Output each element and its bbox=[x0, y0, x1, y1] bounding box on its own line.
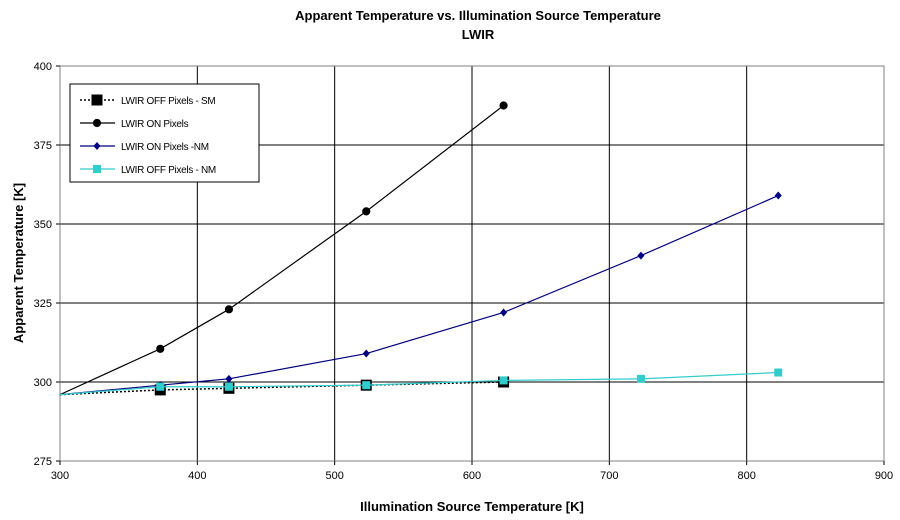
data-point bbox=[637, 251, 645, 260]
data-point bbox=[156, 344, 165, 353]
x-axis-title: Illumination Source Temperature [K] bbox=[360, 499, 584, 514]
x-tick-label: 400 bbox=[188, 470, 206, 482]
y-tick-label: 350 bbox=[34, 219, 52, 231]
series-line bbox=[59, 195, 779, 396]
x-tick-label: 900 bbox=[875, 470, 893, 482]
chart-title: Apparent Temperature vs. Illumination So… bbox=[295, 8, 661, 23]
data-point bbox=[774, 368, 783, 377]
legend-label: LWIR OFF Pixels - SM bbox=[121, 96, 215, 107]
legend-label: LWIR ON Pixels -NM bbox=[121, 142, 209, 153]
data-point bbox=[92, 118, 102, 128]
data-point bbox=[362, 381, 371, 390]
data-point bbox=[156, 382, 165, 391]
y-axis-title: Apparent Temperature [K] bbox=[11, 183, 26, 343]
x-tick-label: 700 bbox=[600, 470, 618, 482]
data-point bbox=[224, 305, 234, 314]
data-point bbox=[774, 191, 782, 200]
data-point bbox=[224, 382, 233, 391]
chart-subtitle: LWIR bbox=[462, 27, 495, 42]
data-point bbox=[500, 308, 508, 317]
y-axis-ticks: 275 300 325 350 375 400 bbox=[34, 61, 60, 468]
x-tick-label: 500 bbox=[325, 470, 343, 482]
data-point bbox=[499, 101, 508, 110]
data-point bbox=[499, 376, 508, 385]
legend-label: LWIR ON Pixels bbox=[121, 119, 189, 130]
series-line bbox=[59, 371, 779, 396]
data-point bbox=[93, 142, 101, 150]
y-tick-label: 400 bbox=[34, 61, 52, 73]
y-tick-label: 325 bbox=[34, 298, 52, 310]
x-axis-ticks: 300 400 500 600 700 800 900 bbox=[51, 461, 893, 482]
y-tick-label: 275 bbox=[34, 456, 52, 468]
data-point bbox=[362, 349, 370, 358]
y-tick-label: 300 bbox=[34, 377, 52, 389]
data-point bbox=[225, 374, 233, 383]
data-point bbox=[362, 207, 371, 216]
legend-label: LWIR OFF Pixels - NM bbox=[121, 165, 216, 176]
data-point bbox=[93, 165, 101, 173]
series-layer bbox=[59, 101, 783, 396]
x-tick-label: 300 bbox=[51, 470, 69, 482]
x-tick-label: 600 bbox=[463, 470, 481, 482]
legend: LWIR OFF Pixels - SM LWIR ON Pixels LWIR O… bbox=[69, 83, 260, 183]
data-point bbox=[636, 374, 645, 383]
data-point bbox=[91, 94, 103, 106]
y-tick-label: 375 bbox=[34, 140, 52, 152]
x-tick-label: 800 bbox=[737, 470, 755, 482]
